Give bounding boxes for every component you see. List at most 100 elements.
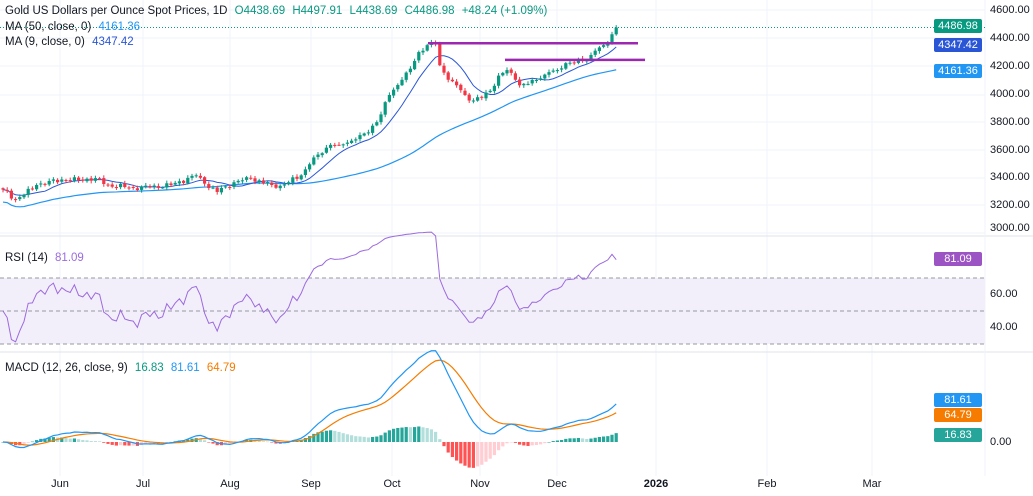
candle-body [156,186,160,188]
candle-body [312,157,316,165]
macd-signal-value: 64.79 [206,362,236,374]
candle-body [400,79,404,86]
macd-histogram-bar [35,440,39,442]
ma9-tag: 4347.42 [934,38,982,52]
candle-body [64,179,68,181]
macd-histogram-bar [148,442,152,445]
ma50-value: 4161.36 [98,21,141,33]
candle-body [114,187,118,189]
macd-histogram-bar [413,427,417,442]
candle-body [396,85,400,90]
macd-histogram-bar [211,442,215,444]
macd-histogram-bar [501,442,505,447]
candle-body [501,72,505,76]
candle-body [375,122,379,126]
macd-histogram-bar [308,436,312,442]
candle-body [93,178,97,181]
macd-histogram-bar [362,436,366,442]
candle-body [350,140,354,143]
ma50-tag: 4161.36 [934,64,982,78]
candle-body [51,179,55,181]
candle-body [408,68,412,73]
macd-histogram-bar [47,437,51,442]
macd-histogram-bar [534,442,538,445]
candle-body [148,186,152,188]
ma50-line [2,69,617,208]
macd-histogram-bar [585,438,589,442]
candle-body [98,178,102,180]
rsi-value: 81.09 [55,252,84,264]
candle-body [467,94,471,101]
candle-body [610,34,614,43]
macd-histogram-bar [303,438,307,442]
candle-body [295,176,299,179]
candle-body [522,83,526,86]
macd-histogram-bar [383,432,387,442]
rsi-legend[interactable]: RSI (14) 81.09 [5,252,88,265]
candle-body [534,80,538,82]
candle-body [555,70,559,72]
macd-histogram-bar [539,442,543,445]
macd-histogram-bar [30,441,34,443]
macd-histogram-bar [22,442,26,445]
candle-body [471,100,475,102]
open-value: O4438.69 [234,5,286,17]
candle-body [77,177,81,181]
candle-body [303,169,307,176]
macd-histogram-bar [593,437,597,442]
candle-body [551,70,555,72]
macd-histogram-bar [597,436,601,442]
macd-histogram-bar [186,439,190,442]
macd-histogram-bar [471,442,475,468]
candle-body [602,45,606,47]
macd-histogram-bar [26,442,30,443]
macd-histogram-bar [131,442,135,446]
candle-body [194,175,198,177]
candle-body [513,73,517,80]
candle-body [274,184,278,188]
change-value: +48.24 (+1.09%) [461,5,548,17]
price-tick: 4400.00 [990,32,1030,44]
macd-legend[interactable]: MACD (12, 26, close, 9) 16.83 81.61 64.7… [5,362,240,375]
macd-histogram-bar [320,431,324,442]
ma50-label: MA (50, close, 0) [5,21,92,33]
candle-body [236,180,240,183]
macd-histogram-bar [576,437,580,442]
candle-body [282,184,286,186]
macd-histogram-bar [123,442,127,446]
candle-body [572,62,576,64]
candle-body [173,182,177,185]
ma9-legend[interactable]: MA (9, close, 0) 4347.42 [5,36,138,49]
candle-body [177,181,181,184]
candle-body [463,90,467,95]
macd-histogram-bar [568,438,572,442]
ma50-legend[interactable]: MA (50, close, 0) 4161.36 [5,21,144,34]
price-tick: 4000.00 [990,88,1030,100]
candle-body [354,139,358,141]
macd-histogram-bar [555,440,559,442]
rsi-tick: 40.00 [990,321,1018,333]
x-tick-dec: Dec [547,478,567,490]
candle-body [530,79,534,84]
x-tick-aug: Aug [220,478,240,490]
x-tick-mar: Mar [862,478,882,490]
signal-tag: 64.79 [934,408,982,422]
macd-histogram-bar [429,429,433,442]
candle-body [56,179,60,183]
candle-body [182,180,186,183]
macd-histogram-bar [207,442,211,443]
candle-body [266,182,270,184]
macd-histogram-bar [253,440,257,442]
x-tick-2026: 2026 [643,478,669,490]
hist-tag: 16.83 [934,428,982,442]
macd-histogram-bar [375,436,379,442]
macd-histogram-bar [543,442,547,444]
macd-histogram-bar [589,438,593,442]
macd-histogram-bar [144,442,148,445]
macd-histogram-bar [387,430,391,442]
candle-body [518,79,522,86]
macd-histogram-bar [354,436,358,442]
candle-body [509,69,513,73]
candle-body [127,187,131,189]
